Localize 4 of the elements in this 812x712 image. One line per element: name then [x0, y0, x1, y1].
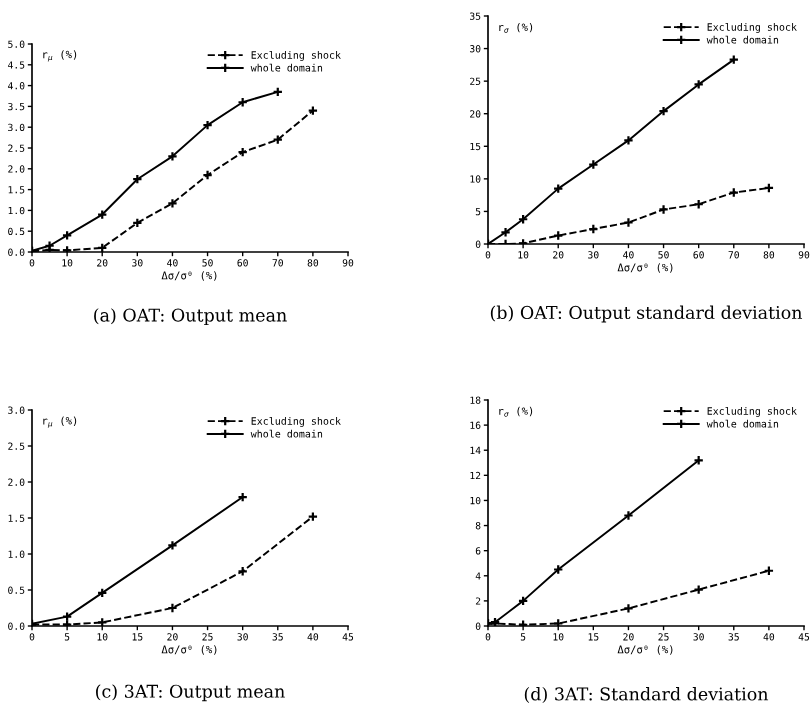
text: (a) OAT: Output mean	[94, 308, 287, 326]
text: (b) OAT: Output standard deviation	[490, 305, 803, 323]
text: (c) 3AT: Output mean	[96, 684, 285, 702]
text: (d) 3AT: Standard deviation	[524, 687, 769, 704]
